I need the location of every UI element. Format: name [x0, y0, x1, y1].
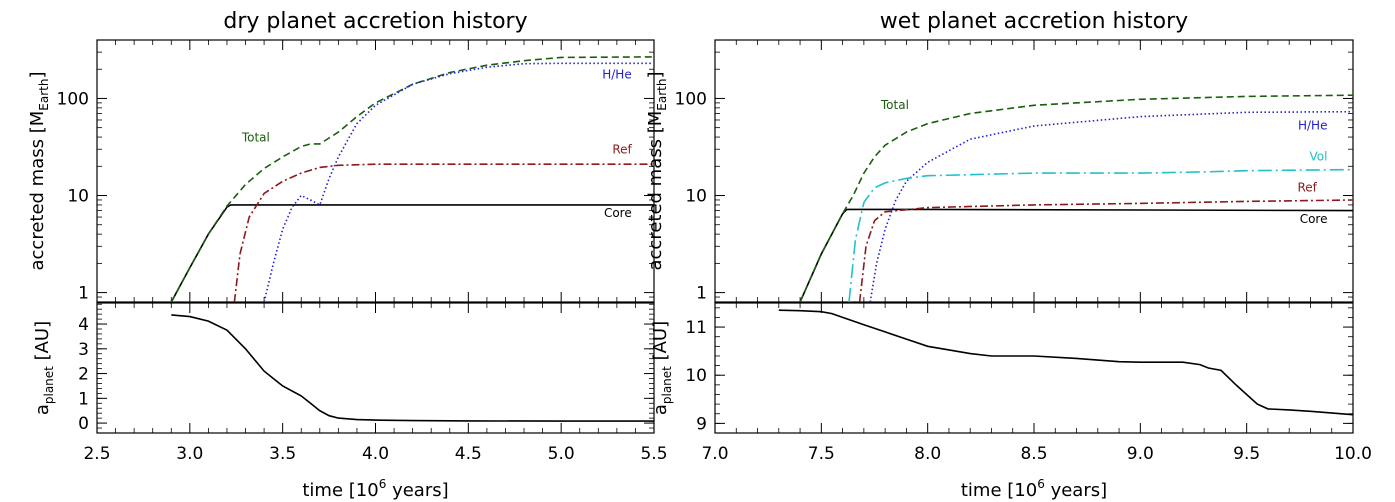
y-tick-label: 1	[78, 389, 89, 409]
orbit-y-axis-label: aplanet [AU]	[650, 321, 674, 415]
x-tick-label: 4.5	[455, 444, 482, 464]
y-tick-label: 11	[685, 318, 707, 338]
x-tick-label: 3.5	[269, 444, 296, 464]
series-label: Vol	[1310, 149, 1328, 163]
x-tick-label: 7.0	[701, 444, 728, 464]
x-tick-label: 5.5	[640, 444, 667, 464]
mass-y-axis-label: accreted mass [MEarth]	[645, 72, 669, 271]
y-tick-label: 10	[685, 187, 707, 207]
x-tick-label: 5.0	[548, 444, 575, 464]
series-line-hhe	[263, 62, 654, 302]
series-line-total	[170, 56, 654, 302]
x-tick-label: 3.0	[176, 444, 203, 464]
dry-planet-chart: dry planet accretion history 2.5 3.0 3.5 4.0…	[27, 9, 668, 501]
chart-title: wet planet accretion history	[880, 9, 1188, 34]
x-axis-label: time [106 years]	[302, 477, 448, 501]
series-line-ref	[233, 163, 654, 302]
x-tick-label: 4.0	[362, 444, 389, 464]
series-line-vol	[848, 168, 1353, 302]
y-tick-label: 10	[685, 366, 707, 386]
orbit-panel-frame	[96, 302, 655, 434]
y-tick-label: 100	[675, 89, 707, 109]
orbit-y-axis-label: aplanet [AU]	[32, 321, 56, 415]
series-label: H/He	[1298, 118, 1327, 132]
chart-title: dry planet accretion history	[223, 9, 527, 34]
x-tick-label: 8.0	[914, 444, 941, 464]
series-line-total	[799, 94, 1353, 302]
series-label: Ref	[1297, 181, 1317, 195]
x-tick-label: 9.5	[1233, 444, 1260, 464]
mass-panel-frame	[96, 39, 655, 303]
x-tick-label: 8.5	[1020, 444, 1047, 464]
x-axis-label: time [106 years]	[961, 477, 1107, 501]
x-tick-label: 7.5	[808, 444, 835, 464]
x-tick-label: 2.5	[83, 444, 110, 464]
mass-panel-frame	[714, 39, 1354, 303]
y-tick-label: 1	[78, 284, 89, 304]
y-tick-label: 100	[57, 89, 89, 109]
series-label: Ref	[612, 143, 632, 157]
y-tick-label: 0	[78, 414, 89, 434]
series-label: Total	[241, 131, 270, 145]
series-label: Core	[1300, 212, 1328, 226]
orbit-panel-frame	[714, 302, 1354, 434]
y-tick-label: 3	[78, 340, 89, 360]
series-line-core	[170, 204, 654, 302]
wet-planet-chart: wet planet accretion history 7.0 7.5 8.0 8.5…	[645, 9, 1372, 501]
y-tick-label: 9	[696, 414, 707, 434]
series-line-ref	[858, 199, 1353, 302]
series-label: Core	[604, 206, 632, 220]
orbit-line	[171, 314, 654, 422]
orbit-line	[778, 309, 1353, 416]
series-label: H/He	[602, 68, 631, 82]
mass-y-axis-label: accreted mass [MEarth]	[27, 72, 51, 271]
series-label: Total	[880, 98, 909, 112]
x-tick-label: 10.0	[1334, 444, 1372, 464]
series-line-core	[799, 208, 1353, 302]
series-line-hhe	[869, 110, 1353, 302]
y-tick-label: 2	[78, 365, 89, 385]
y-tick-label: 4	[78, 315, 89, 335]
y-tick-label: 1	[696, 284, 707, 304]
y-tick-label: 10	[67, 187, 89, 207]
x-tick-label: 9.0	[1127, 444, 1154, 464]
